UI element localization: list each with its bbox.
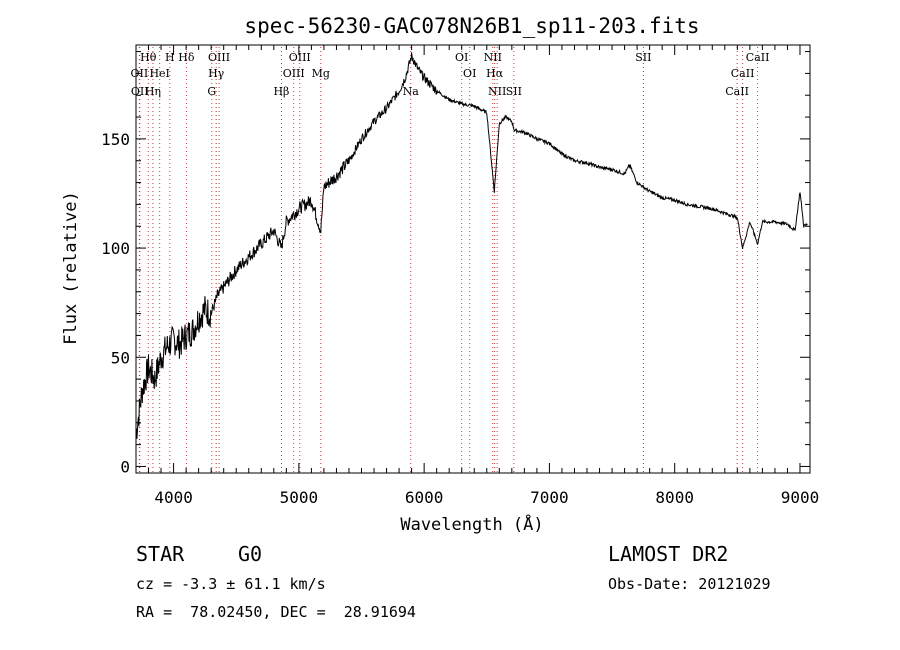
line-label: OI — [463, 67, 476, 80]
line-label: SII — [635, 51, 651, 64]
chart-title: spec-56230-GAC078N26B1_sp11-203.fits — [244, 14, 699, 38]
line-label: CaII — [731, 67, 755, 80]
line-label: Hγ — [208, 67, 225, 80]
coordinates: RA = 78.02450, DEC = 28.91694 — [136, 603, 416, 621]
spectrum-line — [135, 52, 808, 439]
line-label: G — [207, 85, 216, 98]
line-label: OIII — [283, 67, 305, 80]
line-label: OI — [455, 51, 468, 64]
line-label: Hδ — [178, 51, 195, 64]
line-label: SII — [506, 85, 522, 98]
x-tick-label: 5000 — [280, 488, 319, 507]
line-label: NII — [484, 51, 502, 64]
line-label: Hθ — [140, 51, 157, 64]
plot-frame — [135, 44, 811, 474]
line-label: Na — [403, 85, 420, 98]
line-labels: HθOIIOIIHHeIHηHδHγGOIIIOIIIHβOIIIMgNaNII… — [131, 51, 770, 98]
y-axis-label: Flux (relative) — [61, 191, 81, 345]
line-label: OIII — [289, 51, 311, 64]
y-tick-label: 100 — [101, 239, 130, 258]
line-label: H — [165, 51, 175, 64]
x-axis: 4000 5000 6000 7000 8000 9000 — [135, 45, 820, 507]
line-label: OII — [131, 85, 149, 98]
line-markers — [138, 47, 759, 473]
survey-name: LAMOST DR2 — [608, 542, 729, 566]
x-axis-label: Wavelength (Å) — [400, 513, 543, 535]
line-label: HeI — [149, 67, 169, 80]
line-label: NII — [488, 85, 506, 98]
object-class: STAR — [136, 542, 185, 566]
line-label: OIII — [208, 51, 230, 64]
line-label: CaII — [725, 85, 749, 98]
line-label: Hβ — [273, 85, 289, 98]
x-tick-label: 7000 — [530, 488, 569, 507]
x-tick-label: 6000 — [405, 488, 444, 507]
obs-date: Obs-Date: 20121029 — [608, 575, 771, 593]
x-tick-label: 9000 — [781, 488, 820, 507]
line-label: Hα — [486, 67, 504, 80]
spectrum-chart: spec-56230-GAC078N26B1_sp11-203.fits Hθ O… — [61, 14, 820, 535]
line-label: Hη — [145, 85, 161, 98]
y-tick-label: 0 — [120, 457, 130, 476]
y-tick-label: 50 — [111, 348, 130, 367]
x-tick-label: 4000 — [154, 488, 193, 507]
line-label: Mg — [312, 67, 330, 80]
line-label: CaII — [746, 51, 770, 64]
x-tick-label: 8000 — [655, 488, 694, 507]
y-tick-label: 150 — [101, 130, 130, 149]
y-axis: 0 50 100 150 — [101, 51, 810, 476]
redshift-readout: cz = -3.3 ± 61.1 km/s — [136, 575, 326, 593]
spectral-subclass: G0 — [238, 542, 263, 566]
